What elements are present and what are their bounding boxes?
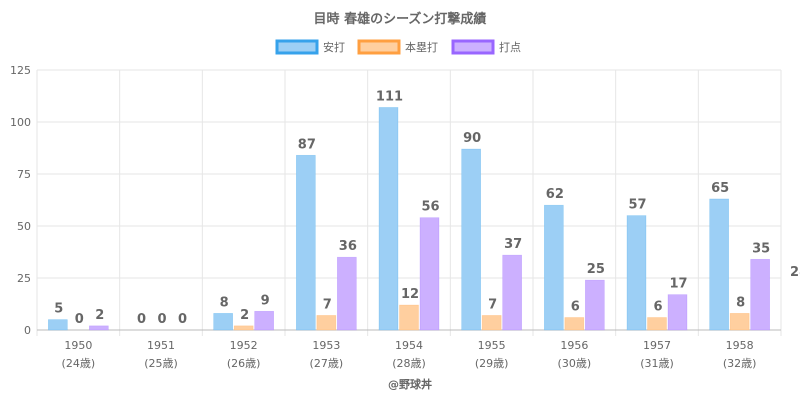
y-axis: 0 25 50 75 100 125 — [10, 64, 31, 337]
legend-swatch — [357, 39, 401, 55]
x-tick-label: 1953 — [312, 339, 340, 352]
x-tick-label: 1950 — [64, 339, 92, 352]
data-label: 7 — [323, 297, 332, 312]
bar — [709, 198, 729, 331]
x-tick-sublabel: (31歳) — [640, 357, 674, 370]
bar — [667, 294, 688, 331]
x-tick-label: 1951 — [147, 339, 175, 352]
legend-swatch — [275, 39, 319, 55]
data-label: 0 — [75, 312, 84, 327]
data-label: 2 — [95, 308, 104, 323]
data-label: 65 — [711, 181, 729, 196]
bar — [750, 258, 770, 331]
bar — [647, 317, 667, 331]
x-tick-label: 1952 — [230, 339, 258, 352]
data-label: 62 — [546, 187, 564, 202]
legend-label: 本塁打 — [405, 40, 438, 54]
data-label: 12 — [401, 287, 419, 302]
x-tick-label: 1954 — [395, 339, 423, 352]
bar — [48, 319, 68, 331]
chart-title: 目時 春雄のシーズン打撃成績 — [314, 11, 487, 27]
x-tick-sublabel: (29歳) — [475, 357, 509, 370]
bar — [729, 313, 750, 331]
legend: 安打 本塁打 打点 — [275, 39, 521, 55]
x-tick-label: 1957 — [643, 339, 671, 352]
x-tick-label: 1958 — [726, 339, 754, 352]
x-tick-label: 1955 — [478, 339, 506, 352]
data-label: 36 — [339, 239, 357, 254]
bar — [626, 215, 647, 331]
legend-label: 打点 — [499, 40, 521, 54]
data-label: 56 — [421, 200, 439, 215]
bar — [316, 315, 337, 331]
x-tick-sublabel: (32歳) — [723, 357, 757, 370]
x-tick-sublabel: (24歳) — [62, 357, 96, 370]
data-label: 37 — [504, 237, 522, 252]
x-tick-sublabel: (28歳) — [392, 357, 426, 370]
y-tick-label: 25 — [17, 272, 31, 285]
y-tick-label: 75 — [17, 168, 31, 181]
data-label: 0 — [137, 312, 146, 327]
data-label: 6 — [571, 300, 580, 315]
y-tick-label: 100 — [10, 116, 31, 129]
data-label: 111 — [376, 89, 403, 104]
bar — [254, 310, 274, 331]
bar — [564, 317, 585, 331]
data-label: 57 — [628, 198, 646, 213]
credit-text: @野球丼 — [388, 377, 432, 391]
bar — [296, 154, 316, 331]
data-label: 5 — [54, 302, 63, 317]
data-label: 9 — [261, 293, 270, 308]
x-tick-sublabel: (30歳) — [558, 357, 592, 370]
bar — [89, 325, 109, 331]
bar — [481, 315, 502, 331]
data-label: 8 — [736, 295, 745, 310]
y-tick-label: 0 — [24, 324, 31, 337]
bar — [419, 217, 440, 331]
bar — [399, 304, 419, 331]
bar — [544, 204, 564, 331]
x-tick-sublabel: (26歳) — [227, 357, 261, 370]
bar — [585, 279, 605, 331]
x-tick-sublabel: (27歳) — [310, 357, 344, 370]
legend-swatch — [451, 39, 495, 55]
data-label: 0 — [178, 312, 187, 327]
y-tick-label: 50 — [17, 220, 31, 233]
bar — [337, 256, 357, 331]
legend-label: 安打 — [323, 40, 345, 54]
data-label: 17 — [669, 277, 687, 292]
data-label: 35 — [752, 241, 770, 256]
bar — [213, 313, 233, 331]
y-tick-label: 125 — [10, 64, 31, 77]
data-label: 7 — [488, 297, 497, 312]
data-labels: 50 2 0 0 08298773611112569073762625576176583… — [54, 89, 770, 327]
bar — [378, 107, 399, 331]
bar — [233, 325, 254, 331]
bar — [461, 148, 481, 331]
data-label: 87 — [298, 137, 316, 152]
data-label: 2 — [240, 308, 249, 323]
data-label: 8 — [220, 295, 229, 310]
data-label: 6 — [653, 300, 662, 315]
x-tick-label: 1956 — [560, 339, 588, 352]
data-label: 90 — [463, 131, 481, 146]
bar — [502, 254, 522, 331]
data-label: 0 — [157, 312, 166, 327]
stray-data-label: 28 — [790, 265, 800, 280]
bars — [48, 107, 770, 331]
data-label: 25 — [587, 262, 605, 277]
x-axis: 1950 (24歳) 1951 (25歳) 1952 (26歳) 1953 (27歳) 1954… — [62, 339, 757, 370]
x-tick-sublabel: (25歳) — [144, 357, 178, 370]
